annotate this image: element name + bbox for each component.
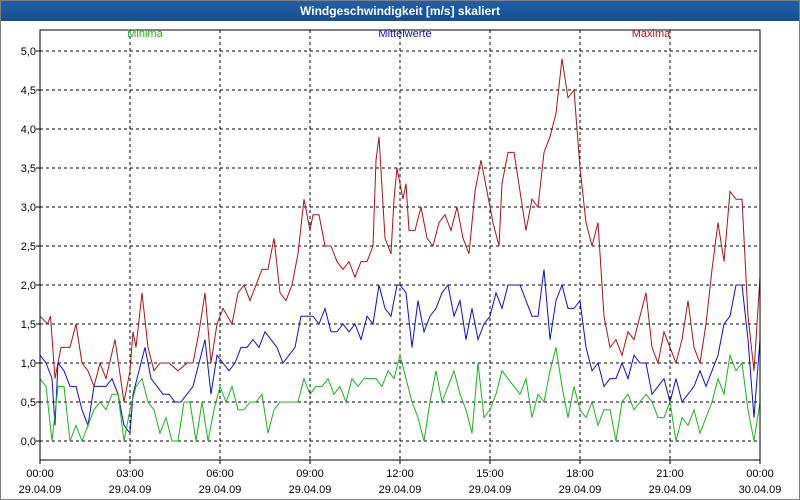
axes	[36, 29, 761, 464]
y-tick-label: 3,5	[21, 163, 36, 175]
x-tick-date: 29.04.09	[109, 484, 152, 496]
y-tick-label: 0,5	[21, 397, 36, 409]
axis-labels: 0,0 0,5 1,0 1,5 2,0 2,5 3,0 3,5 4,0 4,5 5,0 00:00 29…	[19, 46, 782, 496]
x-tick-date: 29.04.09	[19, 484, 62, 496]
x-tick-time: 15:00	[476, 468, 504, 480]
y-tick-label: 4,0	[21, 124, 36, 136]
y-tick-label: 2,5	[21, 241, 36, 253]
y-tick-label: 5,0	[21, 46, 36, 58]
y-tick-label: 1,5	[21, 319, 36, 331]
y-tick-label: 2,0	[21, 280, 36, 292]
window-title: Windgeschwindigkeit [m/s] skaliert	[1, 1, 799, 21]
x-tick-time: 12:00	[386, 468, 414, 480]
series-lines	[39, 58, 761, 443]
x-tick-time: 00:00	[746, 468, 774, 480]
x-tick-date: 29.04.09	[379, 484, 422, 496]
x-tick-date: 29.04.09	[649, 484, 692, 496]
x-tick-date: 29.04.09	[289, 484, 332, 496]
y-tick-label: 1,0	[21, 358, 36, 370]
legend-item-maxima: Maxima	[632, 28, 671, 40]
y-tick-label: 0,0	[21, 436, 36, 448]
series-line-minima	[39, 347, 761, 443]
x-tick-date: 29.04.09	[469, 484, 512, 496]
x-tick-time: 06:00	[206, 468, 234, 480]
legend: Minima Mittelwerte Maxima	[127, 28, 671, 40]
x-tick-time: 21:00	[656, 468, 684, 480]
y-tick-label: 3,0	[21, 202, 36, 214]
x-tick-time: 09:00	[296, 468, 324, 480]
x-tick-time: 03:00	[116, 468, 144, 480]
x-tick-date: 30.04.09	[739, 484, 782, 496]
plot-frame	[39, 29, 761, 461]
x-tick-time: 18:00	[566, 468, 594, 480]
legend-item-mittelwerte: Mittelwerte	[378, 28, 431, 40]
y-tick-label: 4,5	[21, 85, 36, 97]
x-tick-date: 29.04.09	[559, 484, 602, 496]
legend-item-minima: Minima	[127, 28, 163, 40]
grid	[40, 30, 760, 460]
series-line-maxima	[39, 58, 761, 403]
x-tick-time: 00:00	[26, 468, 54, 480]
x-tick-date: 29.04.09	[199, 484, 242, 496]
series-line-mittelwerte	[39, 269, 761, 435]
